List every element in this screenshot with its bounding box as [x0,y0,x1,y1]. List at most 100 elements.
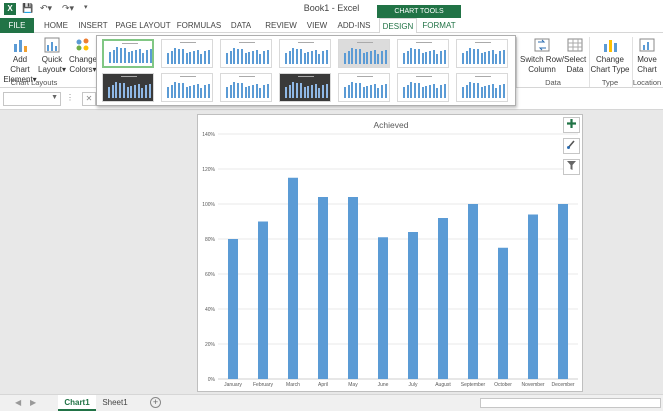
thumbnail-bar [174,47,177,64]
bar-december[interactable] [558,204,568,379]
tab-page-layout[interactable]: PAGE LAYOUT [115,21,171,30]
tab-formulas[interactable]: FORMULAS [176,21,222,30]
sheet-tab-chart1[interactable]: Chart1 [58,395,96,411]
sheet-tab-bar: ◀ ▶ Chart1 Sheet1 + [0,394,663,411]
thumbnail-bar [133,85,136,98]
tab-view[interactable]: VIEW [306,21,328,30]
thumbnail-bar [285,86,287,98]
sheet-tab-sheet1[interactable]: Sheet1 [102,398,128,407]
select-data-button[interactable]: Select Data [564,37,586,75]
thumbnail-bar [314,50,317,64]
chart-style-thumbnail[interactable] [161,39,213,68]
change-chart-type-button[interactable]: Change Chart Type [590,37,630,75]
bar-june[interactable] [378,237,388,379]
bar-august[interactable] [438,218,448,379]
chart-style-thumbnail[interactable] [338,73,390,102]
chart-style-thumbnail[interactable] [279,39,331,68]
thumbnail-bar [410,81,413,98]
customize-toolbar-icon[interactable]: ▾ [84,4,88,11]
horizontal-scrollbar[interactable] [480,398,661,408]
thumbnail-bar [185,86,188,98]
thumbnail-bar [259,87,262,98]
chart-style-thumbnail[interactable] [220,39,272,68]
thumbnail-bar [369,85,372,98]
bar-may[interactable] [348,197,358,379]
chart-style-thumbnail[interactable] [338,39,390,68]
chart-styles-button[interactable] [563,138,580,154]
thumbnail-bar [288,51,291,64]
chart-title[interactable]: Achieved [373,120,409,130]
thumbnail-bar [487,85,490,98]
undo-icon[interactable]: ↶▾ [40,3,53,13]
chart-style-thumbnail[interactable] [397,39,449,68]
chart-style-thumbnail[interactable] [102,73,154,102]
chart-style-thumbnail[interactable] [456,39,508,68]
quick-layout-button[interactable]: Quick Layout▾ [38,37,66,75]
chart-style-thumbnail[interactable] [102,39,154,68]
tab-review[interactable]: REVIEW [265,21,297,30]
move-chart-button[interactable]: Move Chart [633,37,661,75]
chart-layouts-group-label: Chart Layouts [10,78,58,87]
tab-insert[interactable]: INSERT [78,21,108,30]
thumbnail-bar [141,87,144,98]
tab-home[interactable]: HOME [44,21,68,30]
redo-icon[interactable]: ↷▾ [62,3,75,13]
bar-april[interactable] [318,197,328,379]
bar-september[interactable] [468,204,478,379]
bar-november[interactable] [528,214,538,380]
thumbnail-title [122,43,138,44]
tab-file[interactable]: FILE [0,18,34,33]
tab-design[interactable]: DESIGN [379,18,417,34]
thumbnail-bar [192,85,195,98]
thumbnail-bar [200,53,203,64]
chart-area[interactable]: Achieved 0% 20% 40% 60% 80% 100% 120% 140% Janua… [197,114,583,392]
change-colors-button[interactable]: Change Colors▾ [68,37,98,75]
thumbnail-bar [130,86,133,98]
thumbnail-bar [502,84,505,98]
x-tick-label: June [378,382,389,388]
thumbnail-bar [366,86,369,98]
thumbnail-bar [436,53,439,64]
tab-format[interactable]: FORMAT [422,21,456,30]
chevron-down-icon[interactable]: ▼ [51,94,58,101]
thumbnail-title [239,76,255,77]
thumbnail-bar [108,86,110,98]
tab-data[interactable]: DATA [230,21,252,30]
thumbnail-bar [318,87,321,98]
chart-style-thumbnail[interactable] [220,73,272,102]
cancel-formula-button[interactable]: ✕ [82,92,96,106]
save-icon[interactable]: 💾 [22,3,34,13]
thumbnail-bar [170,51,173,64]
chart-styles-gallery[interactable] [96,35,516,106]
scroll-right-icon[interactable]: ▶ [30,398,37,407]
add-sheet-button[interactable]: + [150,397,161,408]
thumbnail-bar [502,50,505,64]
tab-add-ins[interactable]: ADD-INS [337,21,371,30]
bar-july[interactable] [408,232,418,379]
thumbnail-bar [495,87,498,98]
y-tick-label: 60% [205,272,216,278]
thumbnail-bar [248,86,251,98]
chart-style-thumbnail[interactable] [279,73,331,102]
chart-filters-button[interactable] [563,159,580,175]
chart-style-thumbnail[interactable] [397,73,449,102]
thumbnail-bar [181,83,184,98]
switch-row-column-button[interactable]: Switch Row/Column [520,37,564,75]
bar-february[interactable] [258,221,268,380]
thumbnail-bar [237,49,240,64]
chart-style-thumbnail[interactable] [456,73,508,102]
chart-style-thumbnail[interactable] [161,73,213,102]
thumbnail-bar [421,86,424,98]
bar-march[interactable] [288,177,298,379]
chart-elements-button[interactable] [563,117,580,133]
chart-plot: 0% 20% 40% 60% 80% 100% 120% 140% January Februar… [202,132,578,388]
bar-january[interactable] [228,239,238,379]
scroll-left-icon[interactable]: ◀ [15,398,22,407]
thumbnail-bar [244,86,247,98]
bar-october[interactable] [498,247,508,379]
thumbnail-bar [417,83,420,98]
name-box[interactable]: ▼ [3,92,61,106]
thumbnail-bar [484,86,487,98]
x-tick-label: March [286,382,300,388]
add-chart-element-button[interactable]: Add Chart Element▾ [2,37,38,85]
